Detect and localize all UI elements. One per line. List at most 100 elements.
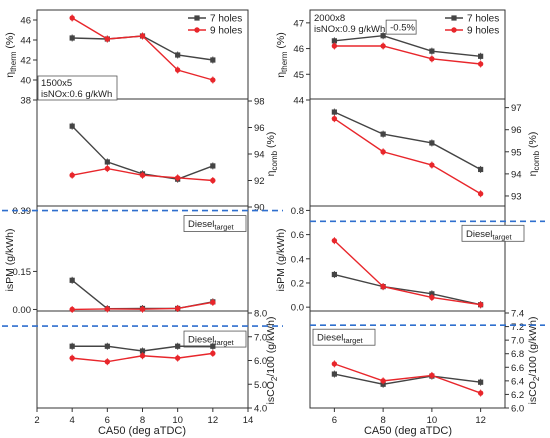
diesel-target-box [183,215,247,232]
data-point-nine-holes [210,350,216,357]
x-tick-label: 4 [70,415,75,426]
series-line-nine-holes [333,118,481,195]
legend-label: 7 holes [467,14,499,25]
y-tick-label: 6.0 [511,404,524,415]
x-tick-label: 8 [140,415,145,426]
diesel-target-label: Dieseltarget [188,335,235,348]
y-tick-label: 7.2 [511,322,524,333]
condition-text: 2000x8 [314,13,345,24]
callout-box [385,19,417,35]
x-tick-label: 10 [427,415,438,426]
data-point-nine-holes [139,306,146,312]
data-point-seven-holes [175,343,181,349]
panel-comb: 93 94 95 96 97 ηcomb (%) [331,103,541,202]
y-axis-label: isCO2/100 (g/kWh) [265,317,279,405]
data-point-nine-holes [429,162,435,168]
y-axis-label: isCO2/100 (g/kWh) [527,317,541,405]
data-point-nine-holes [429,372,435,379]
data-point-nine-holes [69,172,75,178]
data-point-seven-holes [380,33,386,39]
condition-text: isNOx:0.6 g/kWh [41,89,112,100]
diesel-target-box [461,224,525,242]
panel-pm: 0.00 0.15 0.39 isPM (g/kWh) Dieseltarget [2,206,283,316]
legend-marker [194,15,200,21]
y-tick-label: 7.4 [511,309,524,320]
data-point-seven-holes [429,48,435,54]
y-tick-label: 42 [20,56,31,67]
data-point-seven-holes [69,123,75,129]
y-tick-label: 90 [254,203,265,214]
data-point-seven-holes [331,109,337,115]
data-point-nine-holes [331,115,338,122]
data-point-nine-holes [477,390,484,396]
data-point-seven-holes [478,379,484,385]
y-axis-label: isPM (g/kWh) [4,229,16,292]
diesel-target-box [312,328,376,346]
panel-comb: 90 92 94 96 98 ηcomb (%) [69,97,279,214]
condition-box [311,11,390,35]
diesel-target-label: Dieseltarget [466,229,513,242]
data-point-nine-holes [104,358,111,365]
data-point-nine-holes [69,15,75,21]
data-point-nine-holes [331,237,338,244]
legend-label: 9 holes [467,26,499,37]
data-point-nine-holes [380,283,386,290]
x-tick-label: 12 [475,415,486,426]
data-point-nine-holes [210,177,216,184]
data-point-seven-holes [331,371,337,377]
data-point-nine-holes [104,165,111,172]
y-tick-label: 6.0 [254,356,267,367]
x-tick-label: 14 [243,415,254,426]
data-point-nine-holes [69,306,75,313]
condition-box [37,75,118,101]
data-point-seven-holes [429,140,435,146]
y-tick-label: 0.0 [291,303,304,314]
y-tick-label: 45 [293,70,304,81]
data-point-nine-holes [380,378,386,384]
diesel-target-label: Dieseltarget [317,333,364,346]
y-axis-label: ηcomb (%) [265,132,279,177]
data-point-nine-holes [174,355,181,361]
y-tick-label: 0.4 [291,254,304,265]
data-point-seven-holes [104,343,110,349]
y-tick-label: 92 [254,176,265,187]
data-point-seven-holes [478,53,484,59]
series-line-seven-holes [334,373,481,385]
data-point-nine-holes [69,355,75,361]
legend-label: 9 holes [210,26,242,37]
y-tick-label: 47 [293,18,304,29]
y-tick-label: 44 [20,36,31,47]
x-tick-label: 6 [332,415,337,426]
y-tick-label: 0.6 [291,230,304,241]
data-point-seven-holes [175,52,181,58]
y-tick-label: 93 [511,191,522,202]
data-point-nine-holes [174,67,181,73]
callout-text: -0.5% [390,23,415,34]
y-axis-label: isPM (g/kWh) [275,229,287,292]
x-axis-label: CA50 (deg aTDC) [98,425,186,437]
y-tick-label: 95 [511,147,522,158]
y-tick-label: 96 [511,125,522,136]
y-tick-label: 0.39 [13,206,32,217]
y-tick-label: 6.8 [511,349,524,360]
legend-marker [194,27,200,33]
x-axis-label: CA50 (deg aTDC) [364,425,452,437]
y-tick-label: 6.4 [511,376,524,387]
data-point-seven-holes [210,163,216,169]
series-line-seven-holes [72,35,213,61]
data-point-seven-holes [210,57,216,63]
y-tick-label: 0.15 [13,267,32,278]
data-point-nine-holes [331,361,338,367]
y-tick-label: 96 [254,123,265,134]
y-tick-label: 97 [511,103,522,114]
data-point-seven-holes [210,343,216,349]
y-axis-label: ηcomb (%) [527,132,541,177]
panel-pm: 0.0 0.2 0.4 0.6 0.8 isPM (g/kWh) Dieseltarget [275,206,545,314]
data-point-nine-holes [429,294,435,301]
y-tick-label: 98 [254,97,265,108]
legend-label: 7 holes [210,14,242,25]
data-point-nine-holes [139,33,146,39]
y-tick-label: 0.00 [13,305,32,316]
series-line-nine-holes [71,17,214,81]
